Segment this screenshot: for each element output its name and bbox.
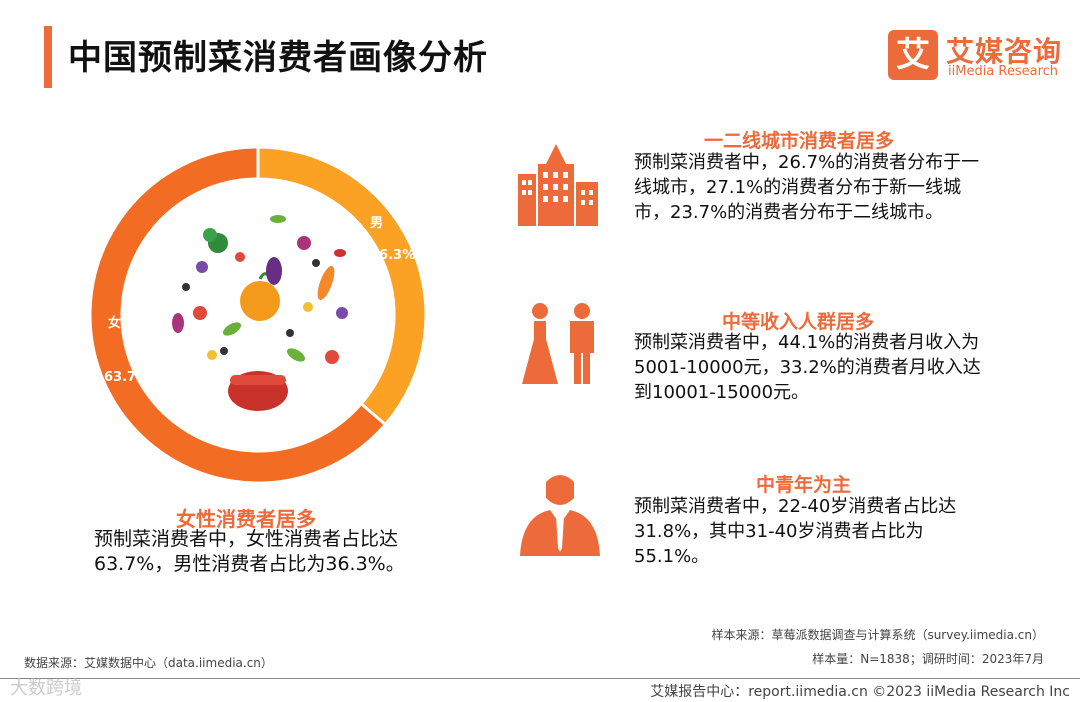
donut-category-label: 女: [108, 315, 121, 331]
report-center-link[interactable]: 艾媒报告中心：report.iimedia.cn ©2023 iiMedia R…: [650, 684, 1070, 700]
age-description: 预制菜消费者中，22-40岁消费者占比达31.8%，其中31-40岁消费者占比为…: [634, 496, 957, 567]
logo-name-cn: 艾媒咨询: [946, 35, 1063, 68]
income-heading: 中等收入人群居多: [722, 311, 875, 333]
donut-value-label: 63.7%: [104, 370, 149, 385]
footer-divider: [0, 678, 1080, 679]
iimedia-logo[interactable]: 艾 艾媒咨询 iiMedia Research: [888, 30, 1064, 82]
city-buildings-icon: [518, 144, 598, 226]
income-description: 预制菜消费者中，44.1%的消费者月收入为5001-10000元，33.2%的消…: [634, 332, 981, 403]
gender-donut-chart: 女 63.7% 男 36.3%: [90, 145, 426, 485]
sample-info: 样本量：N=1838；调研时间：2023年7月: [812, 652, 1044, 666]
donut-value-label: 36.3%: [370, 248, 415, 263]
page-title: 中国预制菜消费者画像分析: [68, 38, 488, 78]
gender-heading: 女性消费者居多: [176, 507, 316, 531]
city-heading: 一二线城市消费者居多: [704, 130, 895, 152]
watermark: 大数跨境: [10, 678, 82, 699]
people-couple-icon: [522, 303, 594, 384]
donut-slice-female: [90, 145, 388, 485]
donut-slices: [90, 145, 426, 485]
donut-slice-male: [256, 145, 426, 427]
data-source: 数据来源：艾媒数据中心（data.iimedia.cn）: [24, 656, 273, 670]
logo-name-en: iiMedia Research: [948, 64, 1059, 79]
sample-source: 样本来源：草莓派数据调查与计算系统（survey.iimedia.cn）: [711, 628, 1044, 642]
title-accent-bar: [44, 26, 52, 88]
donut-labels: 女 63.7% 男 36.3%: [104, 216, 415, 385]
businessman-icon: [520, 475, 600, 556]
logo-mark: 艾: [888, 30, 938, 80]
gender-description: 预制菜消费者中，女性消费者占比达63.7%，男性消费者占比为36.3%。: [94, 528, 405, 575]
vegetables-illustration: [172, 215, 348, 411]
age-heading: 中青年为主: [756, 474, 852, 496]
donut-category-label: 男: [370, 216, 383, 231]
city-description: 预制菜消费者中，26.7%的消费者分布于一线城市，27.1%的消费者分布于新一线…: [634, 152, 980, 223]
